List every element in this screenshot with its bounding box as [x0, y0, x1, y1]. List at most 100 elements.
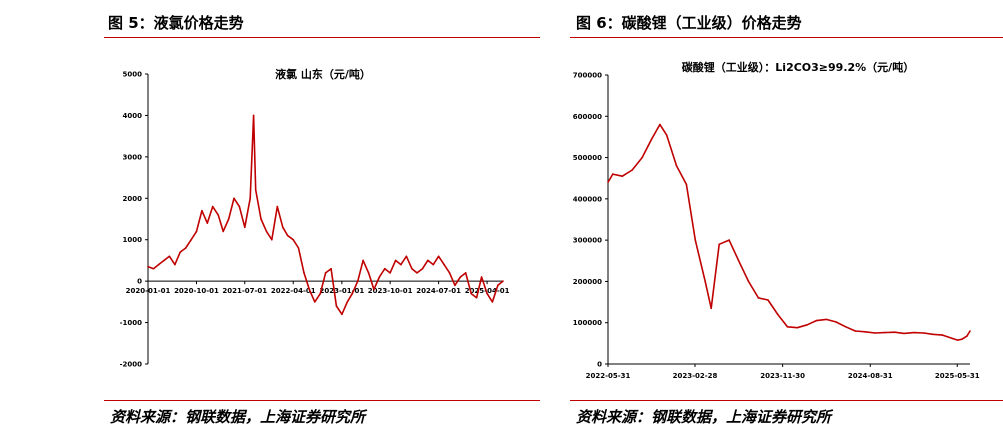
- data-point: [427, 259, 429, 262]
- data-point: [502, 280, 504, 282]
- y-tick-label: 400000: [573, 195, 602, 203]
- x-tick-label: 2025-04-01: [465, 287, 510, 295]
- data-point: [405, 255, 408, 258]
- data-point: [227, 218, 230, 220]
- data-point: [384, 267, 386, 270]
- data-point: [864, 331, 866, 333]
- data-point: [362, 259, 364, 262]
- data-point: [217, 214, 219, 216]
- data-point: [222, 230, 224, 233]
- data-point: [271, 238, 273, 241]
- y-tick-label: 500000: [573, 154, 602, 162]
- data-point: [238, 205, 241, 208]
- data-point: [378, 276, 381, 278]
- data-point: [184, 247, 187, 249]
- data-point: [437, 255, 440, 258]
- chart-title: 液氯 山东（元/吨）: [275, 67, 371, 81]
- data-point: [195, 230, 198, 233]
- data-point: [454, 284, 456, 287]
- data-point: [491, 301, 494, 303]
- data-point: [650, 138, 653, 140]
- data-point: [459, 276, 462, 278]
- y-tick-label: 2000: [123, 195, 143, 203]
- figure-panel-lithium: 图 6：碳酸锂（工业级）价格走势 碳酸锂（工业级）：Li2CO3≥99.2%（元…: [570, 0, 1003, 430]
- x-tick-label: 2023-10-01: [368, 287, 413, 295]
- data-point: [956, 339, 959, 341]
- data-point: [179, 251, 181, 253]
- x-tick-label: 2020-01-01: [126, 287, 171, 295]
- data-point: [621, 175, 624, 177]
- data-point: [367, 272, 370, 274]
- data-point: [969, 330, 971, 332]
- data-point: [157, 263, 160, 266]
- data-point: [806, 324, 808, 326]
- title-rule: [104, 37, 540, 38]
- data-point: [282, 226, 284, 229]
- x-tick-label: 2024-08-31: [848, 372, 893, 380]
- y-tick-label: 0: [137, 278, 142, 286]
- data-point: [704, 280, 706, 283]
- data-point: [786, 326, 789, 328]
- lithium-carbonate-price-chart: 碳酸锂（工业级）：Li2CO3≥99.2%（元/吨） 0 100000 200000 3…: [573, 60, 980, 380]
- data-point: [913, 331, 915, 334]
- source-note: 资料来源：钢联数据，上海证券研究所: [110, 408, 366, 426]
- data-point: [612, 173, 614, 175]
- y-tick-label: 5000: [123, 71, 143, 79]
- y-tick-label: -2000: [120, 361, 143, 369]
- figure-title: 图 5：液氯价格走势: [108, 14, 244, 32]
- data-point: [728, 239, 730, 241]
- data-point: [874, 332, 876, 334]
- y-tick-label: 700000: [573, 72, 602, 80]
- data-point: [421, 267, 424, 270]
- data-point: [244, 226, 246, 229]
- data-point: [373, 288, 375, 291]
- y-tick-label: 300000: [573, 237, 602, 245]
- data-point: [319, 292, 322, 295]
- data-point: [854, 330, 857, 332]
- y-tick-label: 100000: [573, 319, 602, 327]
- data-point: [297, 247, 300, 249]
- data-point: [201, 209, 203, 212]
- chlorine-price-chart: 液氯 山东（元/吨） -2000 -1000 0 1000 2000 3000 4000 500…: [120, 67, 510, 369]
- data-point: [292, 238, 295, 241]
- data-point: [206, 222, 209, 224]
- data-point: [389, 272, 391, 274]
- data-point: [147, 265, 149, 268]
- data-point: [966, 335, 968, 337]
- data-point: [757, 297, 760, 299]
- data-point: [665, 134, 668, 136]
- data-point: [168, 255, 171, 258]
- data-point: [844, 326, 847, 328]
- data-point: [260, 218, 262, 220]
- data-point: [941, 334, 944, 336]
- data-point: [767, 299, 769, 301]
- source-rule: [570, 400, 1003, 401]
- x-tick-label: 2023-02-28: [673, 372, 718, 380]
- series-line: [147, 114, 504, 316]
- data-point: [497, 284, 499, 287]
- y-tick-label: 200000: [573, 278, 602, 286]
- title-rule: [570, 37, 1003, 38]
- data-point: [211, 205, 214, 208]
- data-point: [893, 331, 896, 334]
- x-tick-label: 2024-07-01: [416, 287, 461, 295]
- data-point: [796, 326, 799, 329]
- data-point: [163, 259, 165, 262]
- data-point: [470, 292, 473, 295]
- y-tick-label: 1000: [123, 236, 143, 244]
- data-point: [675, 165, 678, 167]
- y-tick-label: 600000: [573, 113, 602, 121]
- figure-panel-chlorine: 图 5：液氯价格走势 液氯 山东（元/吨） -2000 -1000 0 1000 2000…: [104, 14, 540, 426]
- data-point: [416, 272, 418, 274]
- data-point: [330, 267, 332, 270]
- x-tick-label: 2022-04-01: [271, 287, 316, 295]
- data-point: [694, 239, 697, 241]
- data-point: [607, 181, 609, 184]
- data-point: [190, 238, 192, 241]
- data-point: [174, 263, 176, 266]
- data-point: [961, 338, 963, 341]
- data-point: [252, 114, 255, 117]
- x-tick-label: 2022-05-31: [586, 372, 631, 380]
- x-tick-label: 2025-05-31: [935, 372, 980, 380]
- data-point: [448, 272, 451, 274]
